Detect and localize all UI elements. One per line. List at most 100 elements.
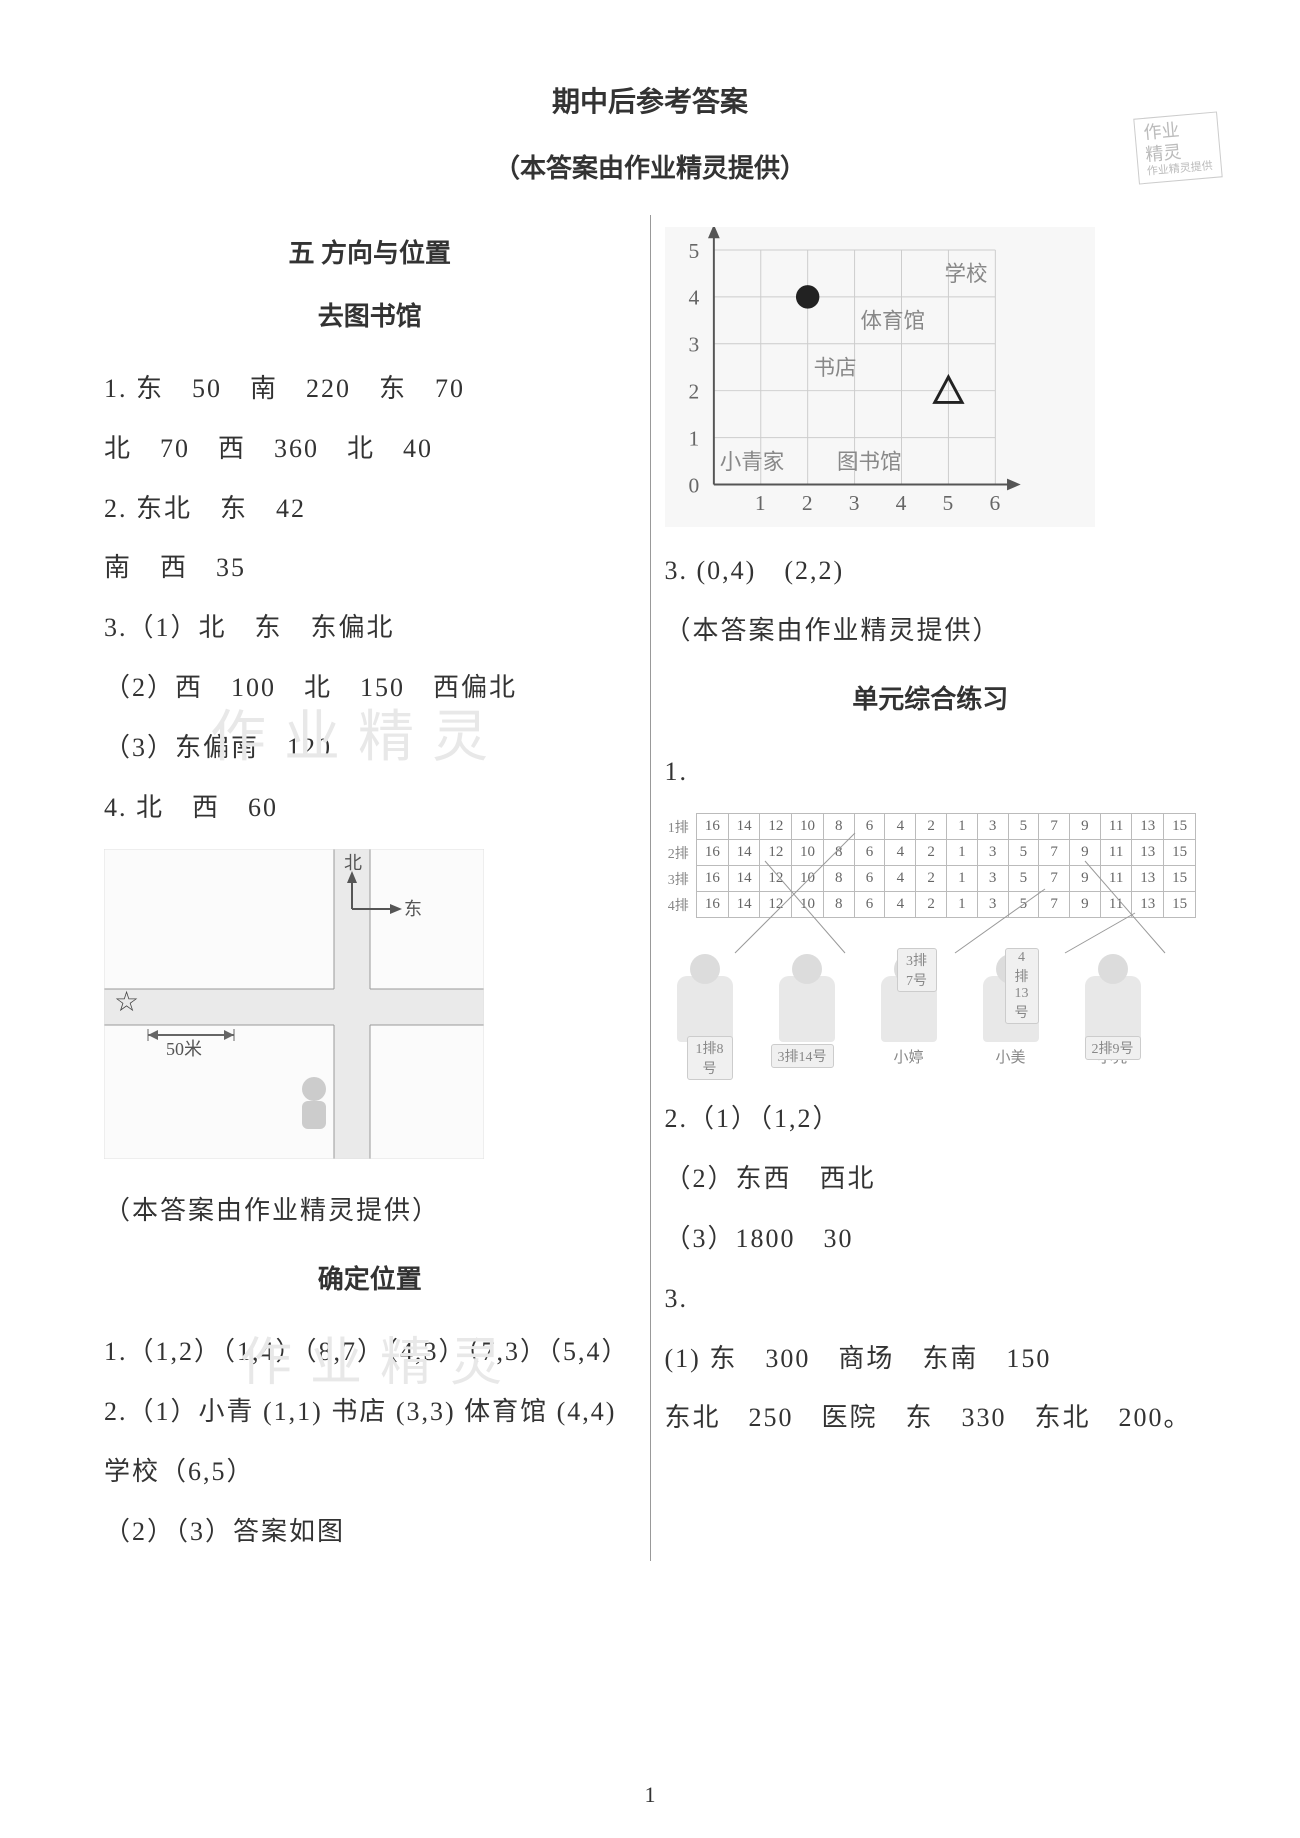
- svg-text:5: 5: [688, 239, 699, 263]
- dot-marker-icon: [795, 285, 818, 308]
- seat-grid: 1排161412108642135791113152排1614121086421…: [665, 813, 1197, 918]
- kid-figure: 4排13号小美: [971, 976, 1051, 1067]
- compass-east-label: 东: [404, 899, 422, 919]
- seat-row-label: 1排: [665, 814, 697, 840]
- seat-cell: 15: [1164, 814, 1196, 840]
- grid-label-library: 图书馆: [837, 450, 902, 474]
- svg-text:5: 5: [942, 491, 953, 515]
- east-arrow-icon: [390, 904, 402, 914]
- grid-label-gym: 体育馆: [860, 309, 925, 333]
- page-title: 期中后参考答案: [90, 80, 1210, 120]
- svg-text:0: 0: [688, 473, 699, 497]
- seat-cell: 4: [885, 866, 916, 892]
- answer-line: 2.（1）小青 (1,1) 书店 (3,3) 体育馆 (4,4): [104, 1382, 636, 1442]
- seat-cell: 2: [916, 814, 947, 840]
- svg-text:1: 1: [754, 491, 765, 515]
- seat-cell: 6: [854, 892, 885, 918]
- seat-cell: 13: [1132, 866, 1164, 892]
- seat-cell: 9: [1070, 892, 1101, 918]
- kid-seat-tag: 1排8号: [687, 1036, 733, 1080]
- seat-cell: 3: [977, 814, 1008, 840]
- grid-svg: 123456012345 学校 体育馆 书店 小青家 图书馆: [665, 227, 1095, 527]
- grid-label-home: 小青家: [719, 450, 784, 474]
- grid-label-school: 学校: [944, 262, 987, 286]
- answer-line: 2.（1）（1,2）: [665, 1089, 1197, 1149]
- seat-cell: 1: [946, 814, 977, 840]
- provider-stamp: 作业 精灵 作业精灵提供: [1133, 111, 1222, 184]
- answer-line: 3.: [665, 1269, 1197, 1329]
- subsection-heading: 去图书馆: [104, 296, 636, 333]
- kid-figure: 2排9号小亮: [1073, 976, 1153, 1067]
- answer-line: 南 西 35: [104, 538, 636, 598]
- seat-cell: 10: [792, 814, 824, 840]
- svg-text:2: 2: [801, 491, 812, 515]
- answer-line: 4. 北 西 60: [104, 778, 636, 838]
- page-subtitle: （本答案由作业精灵提供）: [90, 148, 1210, 185]
- seat-cell: 5: [1008, 866, 1039, 892]
- seat-cell: 14: [728, 840, 760, 866]
- page-number: 1: [645, 1782, 656, 1808]
- answer-line: （3）1800 30: [665, 1209, 1197, 1269]
- seat-row-label: 4排: [665, 892, 697, 918]
- kid-figure: 1排8号小丽: [665, 976, 745, 1067]
- seat-cell: 11: [1100, 892, 1132, 918]
- seat-cell: 8: [823, 814, 854, 840]
- seat-cell: 10: [792, 892, 824, 918]
- seat-cell: 12: [760, 840, 792, 866]
- seat-cell: 8: [823, 840, 854, 866]
- seat-cell: 13: [1132, 892, 1164, 918]
- seat-cell: 15: [1164, 840, 1196, 866]
- seat-cell: 11: [1100, 866, 1132, 892]
- answer-line: （3）东偏南 120: [104, 718, 636, 778]
- star-icon: ☆: [114, 987, 139, 1018]
- seat-cell: 12: [760, 892, 792, 918]
- kid-name: 小美: [971, 1046, 1051, 1067]
- seat-cell: 15: [1164, 892, 1196, 918]
- content-columns: 五 方向与位置 去图书馆 1. 东 50 南 220 东 70 北 70 西 3…: [90, 215, 1210, 1561]
- answer-line: （2）西 100 北 150 西偏北: [104, 658, 636, 718]
- road-horizontal: [104, 989, 484, 1025]
- seat-cell: 5: [1008, 840, 1039, 866]
- page-header: 期中后参考答案 （本答案由作业精灵提供）: [90, 80, 1210, 185]
- seat-cell: 10: [792, 866, 824, 892]
- svg-text:4: 4: [688, 286, 699, 310]
- svg-text:3: 3: [848, 491, 859, 515]
- answer-line: 1.（1,2）（1,4）（8,7）（4,3）（7,3）（5,4）: [104, 1322, 636, 1382]
- answer-line: 东北 250 医院 东 330 东北 200。: [665, 1388, 1197, 1448]
- seat-cell: 11: [1100, 840, 1132, 866]
- answer-line: 学校（6,5）: [104, 1442, 636, 1502]
- answer-line: 3.（1）北 东 东偏北: [104, 598, 636, 658]
- coordinate-grid-figure: 123456012345 学校 体育馆 书店 小青家 图书馆: [665, 227, 1095, 527]
- seat-cell: 10: [792, 840, 824, 866]
- seat-cell: 2: [916, 892, 947, 918]
- svg-text:1: 1: [688, 426, 699, 450]
- seat-cell: 2: [916, 840, 947, 866]
- kid-name: 小婷: [869, 1046, 949, 1067]
- section-heading: 五 方向与位置: [104, 233, 636, 270]
- answer-line: （2）东西 西北: [665, 1149, 1197, 1209]
- svg-text:3: 3: [688, 333, 699, 357]
- seat-cell: 9: [1070, 866, 1101, 892]
- seat-cell: 9: [1070, 840, 1101, 866]
- seat-cell: 14: [728, 866, 760, 892]
- seat-cell: 5: [1008, 814, 1039, 840]
- compass-north-label: 北: [344, 853, 362, 873]
- seat-row-label: 2排: [665, 840, 697, 866]
- answer-line: 1. 东 50 南 220 东 70: [104, 359, 636, 419]
- answer-line: 1.: [665, 742, 1197, 802]
- seat-cell: 11: [1100, 814, 1132, 840]
- kids-row: 1排8号小丽3排14号小军3排7号小婷4排13号小美2排9号小亮: [665, 976, 1197, 1067]
- seat-cell: 13: [1132, 840, 1164, 866]
- seat-cell: 4: [885, 814, 916, 840]
- seat-cell: 1: [946, 892, 977, 918]
- answer-line: 3. (0,4) (2,2): [665, 541, 1197, 601]
- seat-cell: 16: [697, 866, 729, 892]
- seat-cell: 9: [1070, 814, 1101, 840]
- credit-line: （本答案由作业精灵提供）: [665, 601, 1197, 661]
- seat-cell: 14: [728, 814, 760, 840]
- seat-cell: 14: [728, 892, 760, 918]
- seat-cell: 4: [885, 892, 916, 918]
- seat-cell: 13: [1132, 814, 1164, 840]
- seat-cell: 7: [1039, 866, 1070, 892]
- seat-cell: 4: [885, 840, 916, 866]
